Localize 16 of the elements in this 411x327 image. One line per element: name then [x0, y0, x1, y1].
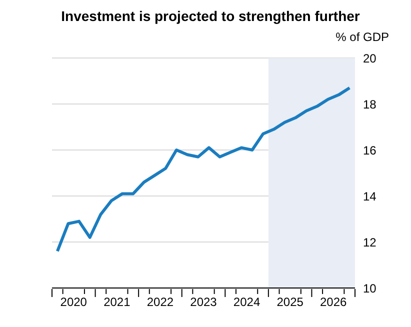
y-tick-label: 18: [363, 97, 377, 112]
x-tick-label: 2026: [320, 295, 348, 309]
y-tick-label: 12: [363, 235, 377, 250]
x-tick-label: 2023: [190, 295, 218, 309]
x-tick-label: 2022: [146, 295, 174, 309]
y-tick-label: 16: [363, 143, 377, 158]
x-tick-label: 2021: [104, 295, 131, 309]
y-axis-title: % of GDP: [336, 30, 389, 44]
x-tick-label: 2020: [60, 295, 88, 309]
y-tick-label: 14: [363, 189, 377, 204]
chart-title: Investment is projected to strengthen further: [60, 8, 361, 24]
y-tick-label: 10: [363, 281, 377, 296]
x-tick-label: 2025: [276, 295, 304, 309]
x-tick-label: 2024: [233, 295, 260, 309]
y-tick-label: 20: [363, 51, 377, 66]
line-series: [56, 86, 352, 253]
